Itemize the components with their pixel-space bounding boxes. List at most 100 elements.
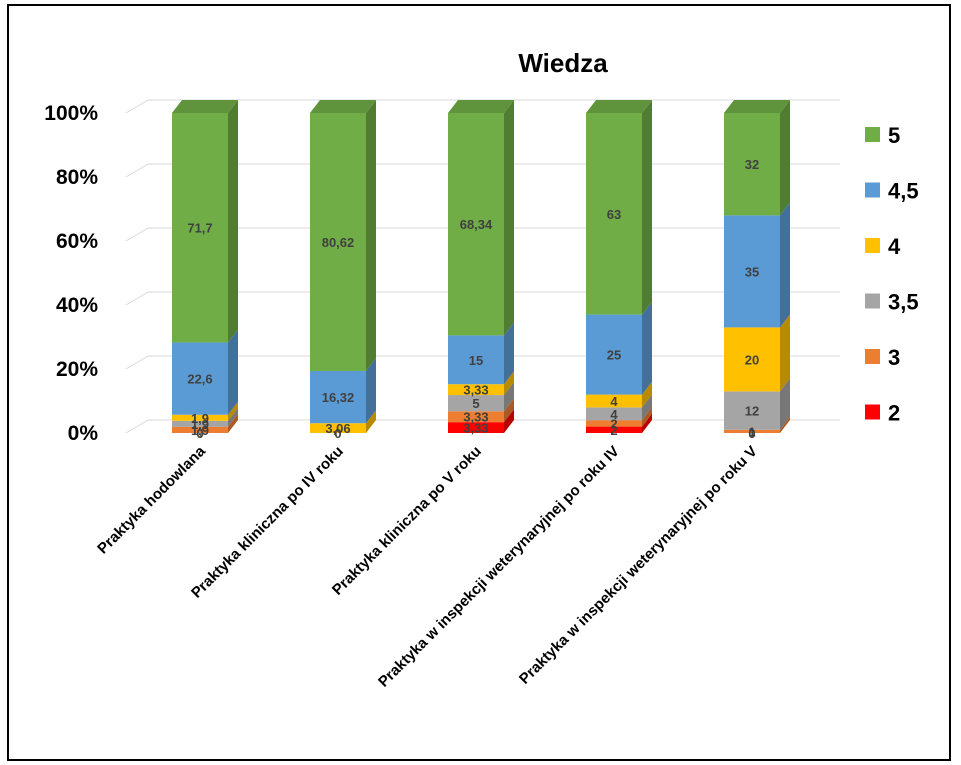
bar-segment-side (366, 100, 376, 371)
y-tick-label: 20% (56, 358, 98, 381)
bar-segment (448, 384, 504, 396)
bar-segment-side (642, 100, 652, 315)
bar-segment (586, 314, 642, 395)
data-label: 22,6 (187, 372, 212, 387)
bar-segment-side (504, 100, 514, 336)
bar-segment (310, 370, 366, 424)
bar-segment (724, 327, 780, 392)
bar-segment (172, 342, 228, 415)
bar-segment (586, 407, 642, 421)
gridline-depth (125, 163, 149, 178)
x-tick-label: Praktyka kliniczna po V roku (329, 443, 485, 599)
bar-segment (172, 426, 228, 433)
bar-segment-side (366, 357, 376, 424)
bar-segment (448, 395, 504, 412)
data-label: 5 (472, 396, 479, 411)
bar-segment-side (228, 401, 238, 421)
bar-segment-side (780, 100, 790, 216)
bar-segment (172, 113, 228, 343)
data-label: 3,33 (463, 421, 488, 436)
bar-segment-side (228, 413, 238, 433)
legend-layer: 5 4,5 4 3,5 3 2 (865, 123, 919, 426)
bar-top-face (586, 100, 652, 113)
y-tick-label: 60% (56, 230, 98, 253)
data-label: 3,33 (463, 383, 488, 398)
bar-segment-side (504, 398, 514, 423)
data-label: 80,62 (322, 235, 355, 250)
x-tick-label: Praktyka w inspekcji weterynaryjnej po r… (516, 443, 761, 688)
data-label: 4 (610, 407, 618, 422)
bar-segment-side (780, 314, 790, 392)
legend-label: 5 (888, 123, 900, 148)
data-label: 15 (469, 353, 483, 368)
legend-label: 2 (888, 401, 900, 426)
x-tick-label: Praktyka kliniczna po IV roku (188, 443, 347, 602)
y-tick-label: 80% (56, 166, 98, 189)
bar-segment (586, 394, 642, 408)
y-tick-label: 0% (68, 422, 99, 445)
bar-segment (448, 422, 504, 433)
bar-segment (586, 113, 642, 315)
data-label: 71,7 (187, 221, 212, 236)
data-label: 16,32 (322, 390, 355, 405)
bar-segment (172, 414, 228, 421)
axis-layer: 0%20%40%60%80%100%Praktyka hodowlanaPrak… (44, 102, 761, 691)
bars-layer (172, 100, 790, 433)
bar-segment-side (642, 301, 652, 395)
data-label: 25 (607, 348, 621, 363)
y-tick-label: 40% (56, 294, 98, 317)
x-tick-label: Praktyka hodowlana (94, 442, 209, 557)
bar-segment-side (780, 416, 790, 433)
bar-segment-side (642, 407, 652, 427)
legend-label: 3 (888, 345, 900, 370)
data-label: 35 (745, 264, 759, 279)
bar-segment-side (228, 100, 238, 343)
bar-segment (724, 215, 780, 328)
gridline-depth (125, 419, 149, 434)
legend-label: 4,5 (888, 179, 919, 204)
data-label: 32 (745, 157, 759, 172)
bar-segment (724, 429, 780, 433)
bar-segment (310, 113, 366, 371)
bar-top-face (310, 100, 376, 113)
gridline-depth (125, 99, 149, 114)
legend-swatch (865, 349, 880, 364)
legend-swatch (865, 238, 880, 253)
legend-swatch (865, 182, 880, 198)
gridline-depth (125, 355, 149, 370)
bar-segment-side (642, 413, 652, 433)
gridline-depth (125, 291, 149, 306)
data-label: 1,9 (191, 411, 209, 426)
x-tick-label: Praktyka w inspekcji weterynaryjnej po r… (375, 443, 623, 691)
bar-segment (724, 113, 780, 216)
bar-segment-side (642, 394, 652, 421)
bar-segment (448, 335, 504, 385)
labels-layer: 01,91,91,922,671,703,0616,3280,623,333,3… (187, 157, 759, 441)
bar-segment-side (780, 202, 790, 328)
data-label: 1,9 (191, 423, 209, 438)
bar-segment (448, 113, 504, 336)
data-label: 1 (748, 424, 755, 439)
bar-segment (724, 391, 780, 430)
y-tick-label: 100% (44, 102, 98, 125)
legend-label: 3,5 (888, 290, 919, 315)
data-label: 12 (745, 404, 759, 419)
bar-segment (448, 411, 504, 423)
bar-top-face (448, 100, 514, 113)
chart-title: Wiedza (518, 48, 608, 78)
data-label: 0 (334, 426, 341, 441)
bar-segment-side (504, 371, 514, 396)
data-label: 68,34 (460, 217, 493, 232)
bar-segment-side (504, 322, 514, 385)
legend-swatch (865, 127, 880, 142)
bar-segment-side (228, 407, 238, 427)
data-label: 63 (607, 207, 621, 222)
data-label: 20 (745, 352, 759, 367)
data-label: 0 (196, 426, 203, 441)
bar-segment-side (780, 378, 790, 430)
data-label: 4 (610, 394, 618, 409)
gridline-depth (125, 227, 149, 242)
legend-label: 4 (888, 234, 901, 259)
bar-segment-side (642, 381, 652, 408)
